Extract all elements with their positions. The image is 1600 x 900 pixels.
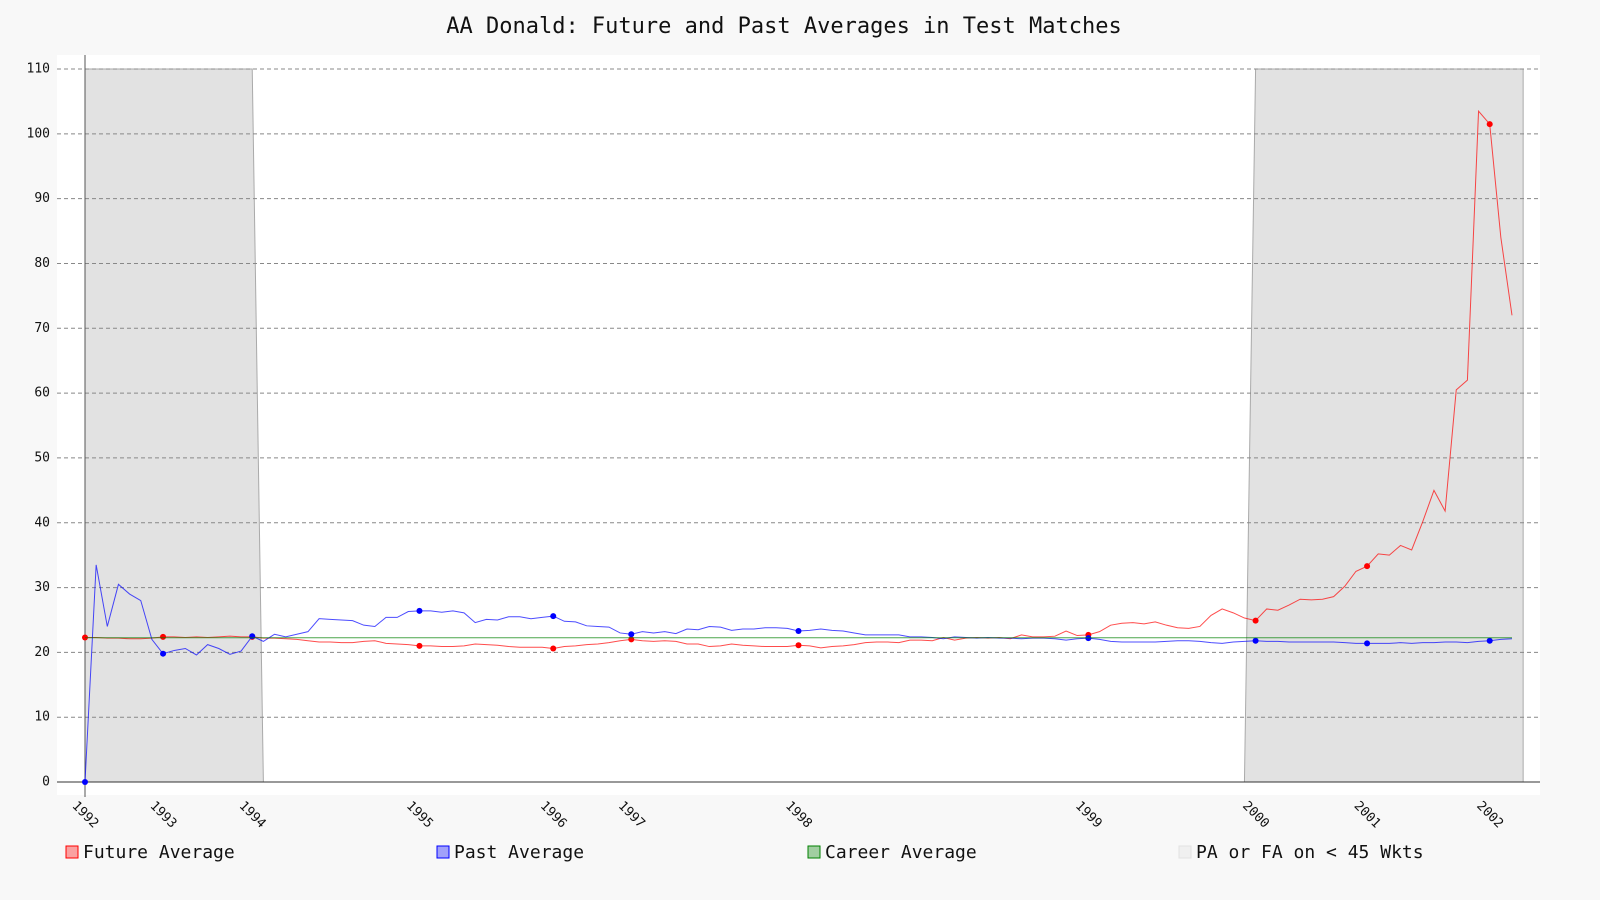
marker [160,633,167,640]
legend-label: Career Average [825,842,977,863]
x-tick-label: 1996 [537,799,570,832]
legend-swatch [65,845,79,859]
legend-swatch [807,845,821,859]
marker [1486,637,1493,644]
y-tick-label: 100 [27,126,50,141]
x-tick-label: 1993 [147,799,180,832]
x-tick-label: 1999 [1072,799,1105,832]
x-tick-label: 1997 [615,799,648,832]
x-tick-label: 1998 [782,799,815,832]
line-layer [82,109,1513,786]
chart-title: AA Donald: Future and Past Averages in T… [446,14,1122,39]
x-tick-label: 1992 [69,799,102,832]
legend: Future Average Past Average Career Average… [65,842,1424,863]
marker [160,650,167,657]
x-tick-label: 2002 [1473,799,1506,832]
marker [628,631,635,638]
marker [795,642,802,649]
y-tick-label: 0 [42,775,50,790]
x-tick-label: 1995 [403,799,436,832]
legend-label: PA or FA on < 45 Wkts [1196,842,1424,863]
legend-swatch [1178,845,1192,859]
x-tick-label: 1994 [236,799,269,832]
marker [1364,563,1371,570]
marker [1252,617,1259,624]
x-tick-label: 2001 [1351,799,1384,832]
y-tick-label: 40 [34,515,50,530]
marker [1364,640,1371,647]
marker [1252,637,1259,644]
marker [550,613,557,620]
y-tick-label: 30 [34,580,50,595]
marker [550,645,557,652]
marker [416,642,423,649]
y-tick-label: 10 [34,710,50,725]
marker [82,779,88,786]
y-tick-label: 70 [34,321,50,336]
legend-swatch [436,845,450,859]
marker [795,628,802,635]
x-tick-label: 2000 [1239,799,1272,832]
legend-label: Past Average [454,842,584,863]
legend-label: Future Average [83,842,235,863]
y-tick-label: 110 [27,62,50,77]
marker [416,607,423,614]
y-tick-label: 80 [34,256,50,271]
marker [1486,121,1493,128]
y-tick-label: 20 [34,645,50,660]
y-tick-label: 90 [34,191,50,206]
y-tick-label: 60 [34,386,50,401]
y-tick-label: 50 [34,450,50,465]
